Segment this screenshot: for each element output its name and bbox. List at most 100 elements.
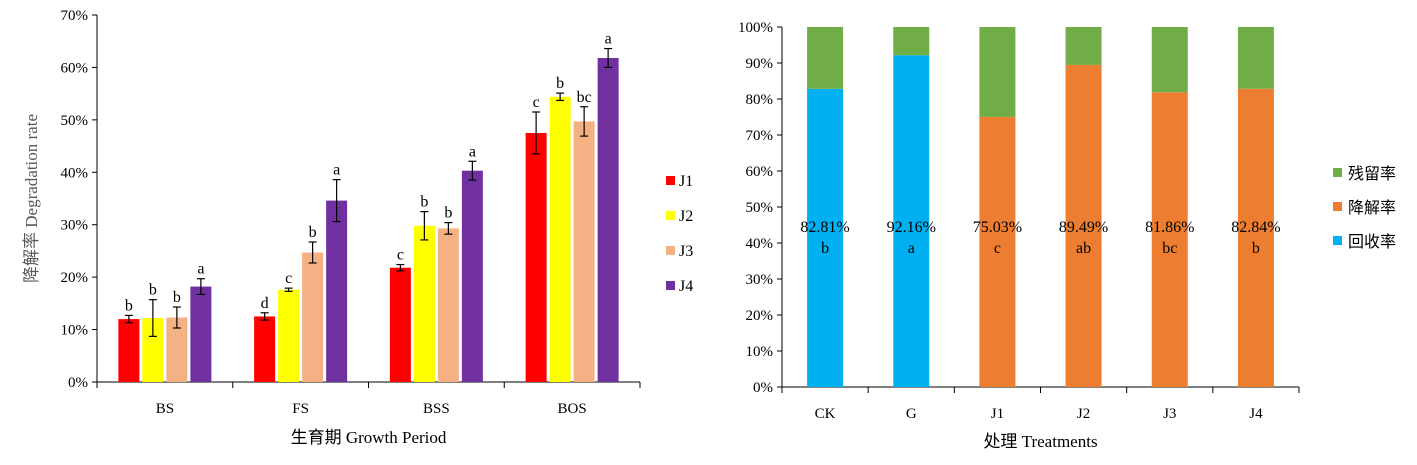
- significance-letter: c: [994, 240, 1001, 257]
- legend-label-J3: J3: [679, 243, 693, 260]
- y-tick-label: 10%: [746, 344, 774, 360]
- significance-letter: bc: [1162, 240, 1177, 257]
- bar-J3: [302, 252, 324, 382]
- legend-label-J2: J2: [679, 208, 693, 225]
- bar-J4: [461, 170, 483, 382]
- degradation-rate-chart: 0% 10% 20% 30% 40% 50% 60% 70% BS b b b a FS d c b a BSS c b…: [0, 0, 710, 460]
- legend-label-J1: J1: [679, 173, 693, 190]
- value-label: 89.49%: [1059, 219, 1108, 236]
- significance-letter: b: [1252, 240, 1260, 257]
- treatment-rates-chart: 0% 10% 20% 30% 40% 50% 60% 70% 80% 90% 100% CK 82.81…: [710, 0, 1417, 460]
- significance-letter: a: [469, 143, 476, 160]
- significance-letter: a: [333, 162, 340, 179]
- significance-letter: b: [149, 282, 157, 299]
- bar-J2: [413, 225, 435, 382]
- x-tick-label: G: [906, 406, 917, 422]
- x-tick-label: BS: [156, 401, 174, 417]
- legend-swatch: [1333, 236, 1342, 245]
- y-tick-label: 50%: [61, 113, 89, 129]
- y-tick-label: 40%: [746, 236, 774, 252]
- bar-J1: [389, 267, 411, 382]
- stack-segment-降解率: [1065, 64, 1102, 387]
- x-axis-title: 生育期 Growth Period: [291, 428, 447, 447]
- significance-letter: a: [197, 261, 204, 278]
- stack-segment-残留率: [1151, 27, 1188, 93]
- y-tick-label: 30%: [61, 218, 89, 234]
- legend-label-J4: J4: [679, 278, 693, 295]
- y-tick-label: 0%: [68, 375, 88, 391]
- y-tick-label: 50%: [746, 200, 774, 216]
- x-tick-label: CK: [815, 406, 836, 422]
- significance-letter: bc: [577, 89, 592, 106]
- stack-segment-回收率: [893, 55, 930, 387]
- bar-J3: [166, 317, 188, 382]
- bar-J2: [278, 289, 300, 382]
- value-label: 81.86%: [1145, 219, 1194, 236]
- y-tick-label: 80%: [746, 92, 774, 108]
- x-tick-label: J2: [1077, 406, 1090, 422]
- significance-letter: b: [125, 297, 133, 314]
- significance-letter: b: [309, 224, 317, 241]
- significance-letter: c: [397, 247, 404, 264]
- value-label: 92.16%: [887, 219, 936, 236]
- stack-segment-残留率: [893, 27, 930, 56]
- y-tick-label: 70%: [61, 8, 89, 24]
- y-tick-label: 90%: [746, 56, 774, 72]
- significance-letter: c: [533, 94, 540, 111]
- significance-letter: b: [556, 75, 564, 92]
- bar-J3: [573, 121, 595, 383]
- significance-letter: c: [285, 270, 292, 287]
- significance-letter: ab: [1076, 240, 1091, 257]
- legend-swatch-J1: [666, 176, 675, 185]
- significance-letter: b: [420, 194, 428, 211]
- y-tick-label: 100%: [738, 20, 773, 36]
- bar-J4: [597, 57, 619, 383]
- bar-J4: [326, 200, 348, 382]
- x-tick-label: J3: [1163, 406, 1176, 422]
- y-tick-label: 60%: [61, 60, 89, 76]
- stack-segment-残留率: [979, 27, 1016, 117]
- stack-segment-残留率: [1065, 27, 1102, 65]
- value-label: 82.81%: [800, 219, 849, 236]
- x-tick-label: J4: [1249, 406, 1263, 422]
- stack-segment-降解率: [1151, 92, 1188, 387]
- significance-letter: a: [908, 240, 915, 257]
- bar-J1: [525, 132, 547, 382]
- stack-segment-残留率: [1237, 27, 1274, 89]
- bar-J1: [254, 316, 276, 382]
- x-tick-label: J1: [991, 406, 1004, 422]
- stack-segment-降解率: [979, 116, 1016, 387]
- legend-swatch: [1333, 168, 1342, 177]
- legend-label: 回收率: [1348, 233, 1396, 251]
- y-tick-label: 60%: [746, 164, 774, 180]
- legend-label: 残留率: [1348, 165, 1396, 183]
- y-tick-label: 10%: [61, 323, 89, 339]
- legend-swatch: [1333, 202, 1342, 211]
- treatment-rates-chart-svg: 0% 10% 20% 30% 40% 50% 60% 70% 80% 90% 100% CK 82.81…: [738, 20, 1396, 451]
- x-tick-label: FS: [292, 401, 309, 417]
- legend-swatch-J4: [666, 281, 675, 290]
- bar-J3: [437, 228, 459, 382]
- bar-J1: [118, 319, 140, 382]
- legend-swatch-J2: [666, 211, 675, 220]
- y-tick-label: 70%: [746, 128, 774, 144]
- y-tick-label: 40%: [61, 165, 89, 181]
- bar-J2: [549, 96, 571, 382]
- y-axis-title: 降解率 Degradation rate: [22, 114, 41, 283]
- significance-letter: a: [605, 31, 612, 48]
- value-label: 75.03%: [973, 219, 1022, 236]
- legend-label: 降解率: [1348, 199, 1396, 217]
- y-tick-label: 20%: [61, 270, 89, 286]
- y-tick-label: 0%: [753, 380, 773, 396]
- x-tick-label: BSS: [423, 401, 450, 417]
- x-tick-label: BOS: [558, 401, 587, 417]
- bar-J4: [190, 286, 212, 382]
- stack-segment-残留率: [807, 27, 844, 89]
- value-label: 82.84%: [1231, 219, 1280, 236]
- significance-letter: b: [444, 205, 452, 222]
- y-tick-label: 20%: [746, 308, 774, 324]
- bar-J2: [142, 318, 164, 382]
- legend-swatch-J3: [666, 246, 675, 255]
- significance-letter: d: [261, 295, 269, 312]
